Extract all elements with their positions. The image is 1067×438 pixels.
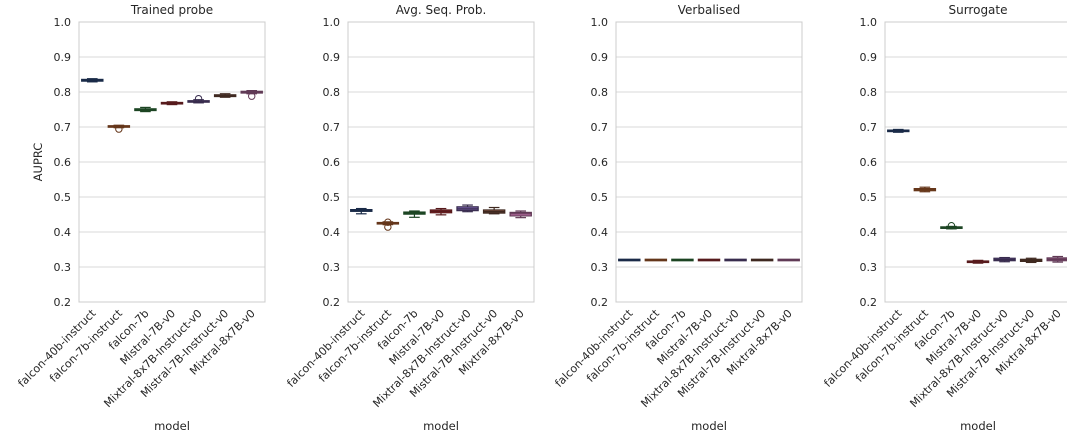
y-tick-label: 0.5 <box>860 191 878 204</box>
y-tick-label: 0.7 <box>54 121 72 134</box>
y-tick-label: 0.9 <box>860 51 878 64</box>
box-7 <box>777 258 800 262</box>
y-tick-label: 0.4 <box>323 226 341 239</box>
outlier-point <box>115 125 123 133</box>
box-7 <box>509 210 532 219</box>
box-1 <box>81 78 104 83</box>
box-5 <box>456 204 479 213</box>
y-tick-label: 0.2 <box>591 296 609 309</box>
y-tick-label: 0.7 <box>591 121 609 134</box>
box-3 <box>403 210 426 218</box>
x-axis-label: model <box>154 419 190 433</box>
y-tick-label: 1.0 <box>860 16 878 29</box>
y-tick-label: 0.3 <box>323 261 341 274</box>
box-7 <box>1046 255 1067 263</box>
box-1 <box>887 128 910 133</box>
y-tick-label: 0.5 <box>323 191 341 204</box>
y-tick-label: 0.6 <box>54 156 72 169</box>
outlier-point <box>194 94 203 103</box>
box-6 <box>213 93 237 98</box>
outlier-point <box>947 222 956 230</box>
chart-title: Trained probe <box>130 3 213 17</box>
box-3 <box>134 106 157 113</box>
outlier-point <box>384 223 392 231</box>
box-2 <box>376 218 400 231</box>
box-4 <box>429 207 453 216</box>
box-2 <box>107 124 131 133</box>
box-3 <box>940 222 963 230</box>
y-tick-label: 0.9 <box>591 51 609 64</box>
axes-frame <box>347 21 535 303</box>
y-tick-label: 0.8 <box>323 86 341 99</box>
chart-panel-1: 0.2 0.3 0.4 0.5 0.6 0.7 0.8 0.9 1.0 Trained probe… <box>15 3 266 433</box>
box-3 <box>671 258 694 262</box>
y-tick-label: 1.0 <box>591 16 609 29</box>
x-axis-label: model <box>691 419 727 433</box>
y-tick-label: 0.6 <box>323 156 341 169</box>
y-tick-label: 0.4 <box>860 226 878 239</box>
y-tick-label: 0.9 <box>323 51 341 64</box>
y-tick-label: 0.4 <box>591 226 609 239</box>
box-2 <box>913 186 937 193</box>
y-tick-label: 1.0 <box>323 16 341 29</box>
outlier-point <box>384 218 392 226</box>
axes-frame <box>615 21 803 303</box>
y-tick-label: 0.7 <box>860 121 878 134</box>
axes-frame <box>884 21 1067 303</box>
chart-title: Avg. Seq. Prob. <box>396 3 487 17</box>
y-axis-label: AUPRC <box>31 143 45 182</box>
y-tick-label: 0.8 <box>54 86 72 99</box>
y-tick-label: 0.4 <box>54 226 72 239</box>
y-tick-label: 0.6 <box>860 156 878 169</box>
chart-title: Verbalised <box>678 3 740 17</box>
y-tick-label: 0.3 <box>54 261 72 274</box>
box-1 <box>350 207 373 215</box>
box-1 <box>618 258 641 262</box>
y-tick-label: 0.6 <box>591 156 609 169</box>
chart-panel-3: 0.2 0.3 0.4 0.5 0.6 0.7 0.8 0.9 1.0 Verbalised mod… <box>552 3 803 433</box>
box-6 <box>750 258 774 262</box>
box-4 <box>697 258 721 262</box>
y-tick-label: 0.8 <box>591 86 609 99</box>
y-tick-label: 1.0 <box>54 16 72 29</box>
y-tick-label: 0.3 <box>860 261 878 274</box>
box-4 <box>966 259 990 264</box>
chart-title: Surrogate <box>948 3 1007 17</box>
y-tick-label: 0.7 <box>323 121 341 134</box>
box-7 <box>240 89 263 100</box>
y-tick-label: 0.9 <box>54 51 72 64</box>
y-tick-label: 0.2 <box>860 296 878 309</box>
box-6 <box>1019 257 1043 264</box>
y-tick-label: 0.2 <box>323 296 341 309</box>
axes-frame <box>78 21 266 303</box>
y-tick-label: 0.8 <box>860 86 878 99</box>
chart-panel-4: 0.2 0.3 0.4 0.5 0.6 0.7 0.8 0.9 1.0 Surrogate mode… <box>821 3 1067 433</box>
y-tick-label: 0.5 <box>591 191 609 204</box>
box-2 <box>644 258 668 262</box>
x-axis-label: model <box>960 419 996 433</box>
box-5 <box>993 256 1016 263</box>
x-axis-label: model <box>423 419 459 433</box>
y-tick-label: 0.5 <box>54 191 72 204</box>
chart-panel-2: 0.2 0.3 0.4 0.5 0.6 0.7 0.8 0.9 1.0 Avg. Seq. Pro… <box>284 3 535 433</box>
box-6 <box>482 206 506 215</box>
box-4 <box>160 101 184 106</box>
box-5 <box>724 258 747 262</box>
outlier-point <box>248 92 256 100</box>
y-tick-label: 0.2 <box>54 296 72 309</box>
box-5 <box>187 94 210 104</box>
y-tick-label: 0.3 <box>591 261 609 274</box>
